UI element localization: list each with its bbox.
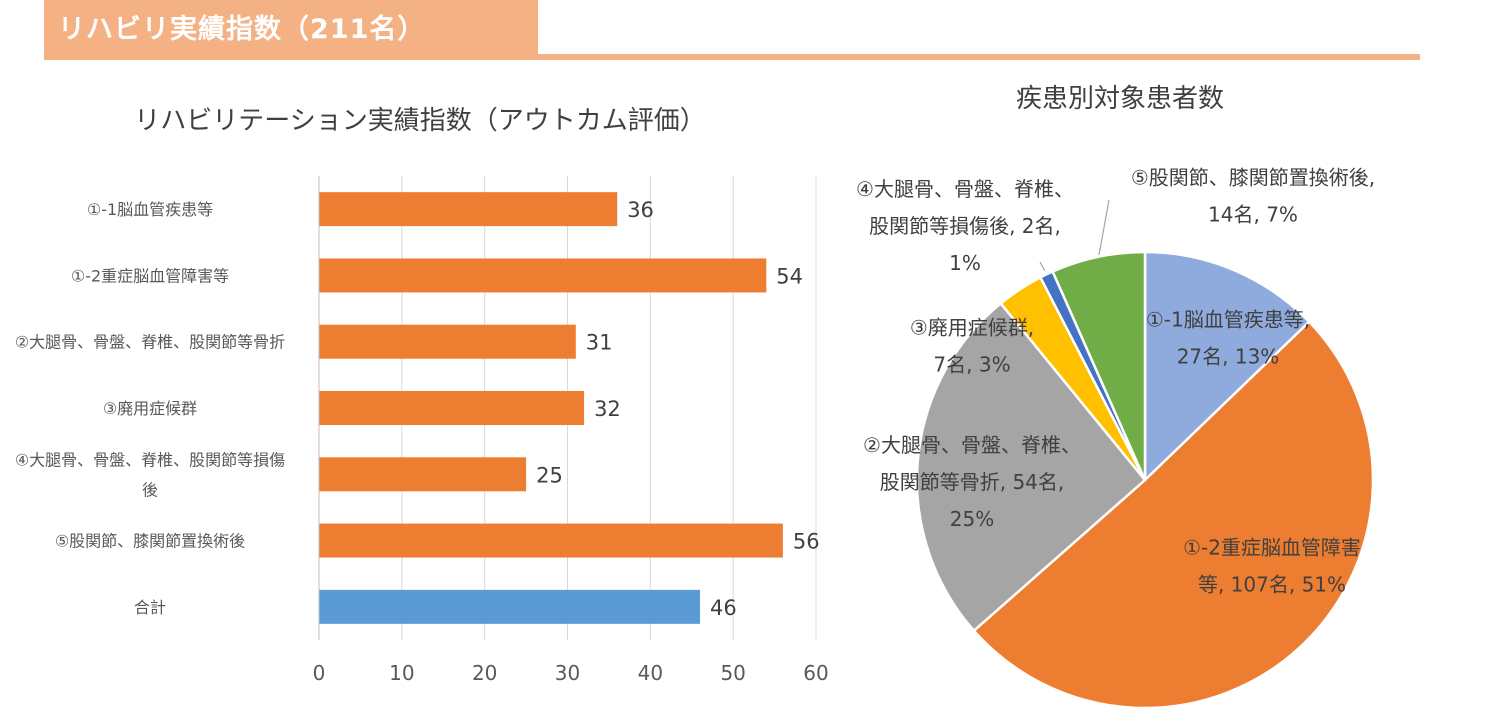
- pie-data-label: ②大腿骨、骨盤、脊椎、股関節等骨折, 54名, 25%: [863, 433, 1081, 531]
- category-label-line: ②大腿骨、骨盤、脊椎、股関節等骨折: [15, 333, 285, 352]
- header-tab: [44, 0, 538, 60]
- bar-chart-title: リハビリテーション実績指数（アウトカム評価）: [134, 106, 706, 136]
- pie-chart-title: 疾患別対象患者数: [1015, 84, 1224, 114]
- leader-line: [1039, 261, 1046, 272]
- data-label: 54: [776, 264, 803, 288]
- bar: [319, 324, 576, 359]
- category-label: ④大腿骨、骨盤、脊椎、股関節等損傷後: [15, 450, 285, 499]
- pie-slice: [1143, 250, 1311, 483]
- category-label: ①-2重症脳血管障害等: [71, 266, 229, 285]
- pie-data-label: ④大腿骨、骨盤、脊椎、股関節等損傷後, 2名, 1%: [856, 177, 1074, 275]
- bar: [319, 391, 585, 425]
- category-label-line: ①-1脳血管疾患等: [87, 200, 213, 219]
- bar: [319, 523, 783, 558]
- data-label: 36: [627, 198, 654, 222]
- category-label-line: ③廃用症候群: [103, 399, 197, 418]
- bar: [319, 589, 701, 624]
- data-label: 56: [793, 530, 820, 554]
- pie-data-label: ⑤股関節、膝関節置換術後, 14名, 7%: [1131, 166, 1375, 227]
- category-label-line: ①-2重症脳血管障害等: [71, 266, 229, 285]
- pie-label-line: ④大腿骨、骨盤、脊椎、: [856, 177, 1074, 201]
- pie-data-label: ①-1脳血管疾患等, 27名, 13%: [1146, 308, 1310, 369]
- header-rule: [538, 54, 1420, 60]
- pie-label-line: ①-2重症脳血管障害: [1183, 536, 1361, 560]
- x-tick-label: 20: [472, 661, 497, 685]
- category-label: 合計: [134, 598, 166, 617]
- pie-label-line: ①-1脳血管疾患等,: [1146, 308, 1310, 332]
- pie-label-line: 14名, 7%: [1208, 203, 1298, 227]
- pie-label-line: 25%: [950, 507, 994, 531]
- leader-line: [1098, 199, 1110, 256]
- x-tick-label: 10: [389, 661, 414, 685]
- data-label: 25: [536, 463, 563, 487]
- category-label-line: ④大腿骨、骨盤、脊椎、股関節等損傷: [15, 450, 285, 469]
- x-tick-label: 60: [803, 661, 828, 685]
- category-label: ②大腿骨、骨盤、脊椎、股関節等骨折: [15, 333, 285, 352]
- pie-label-line: ⑤股関節、膝関節置換術後,: [1131, 166, 1375, 190]
- pie-slice: [1051, 250, 1147, 481]
- pie-label-line: 7名, 3%: [933, 353, 1010, 377]
- category-label-line: 合計: [134, 598, 166, 617]
- pie-label-line: 等, 107名, 51%: [1198, 573, 1346, 597]
- pie-data-label: ③廃用症候群, 7名, 3%: [910, 316, 1034, 377]
- x-tick-label: 50: [720, 661, 745, 685]
- bar: [319, 258, 767, 293]
- category-label: ①-1脳血管疾患等: [87, 200, 213, 219]
- pie-label-line: 股関節等骨折, 54名,: [880, 470, 1065, 494]
- category-label-line: 後: [142, 480, 158, 499]
- pie-label-line: ③廃用症候群,: [910, 316, 1034, 340]
- page-title: リハビリ実績指数（211名）: [58, 14, 426, 45]
- x-tick-label: 0: [313, 661, 326, 685]
- pie-label-line: ②大腿骨、骨盤、脊椎、: [863, 433, 1081, 457]
- category-label: ⑤股関節、膝関節置換術後: [55, 532, 245, 551]
- pie-slice: [972, 320, 1375, 710]
- pie-slice: [915, 301, 1147, 633]
- pie-label-line: 1%: [949, 251, 981, 275]
- data-label: 46: [710, 596, 737, 620]
- x-tick-label: 40: [638, 661, 663, 685]
- bar: [319, 457, 527, 492]
- data-label: 31: [586, 331, 613, 355]
- x-tick-label: 30: [555, 661, 580, 685]
- pie-data-label: ①-2重症脳血管障害等, 107名, 51%: [1183, 536, 1361, 597]
- pie-label-line: 股関節等損傷後, 2名,: [869, 214, 1061, 238]
- category-label: ③廃用症候群: [103, 399, 197, 418]
- category-label-line: ⑤股関節、膝関節置換術後: [55, 532, 245, 551]
- bar: [319, 192, 618, 227]
- pie-label-line: 27名, 13%: [1177, 345, 1280, 369]
- data-label: 32: [594, 397, 621, 421]
